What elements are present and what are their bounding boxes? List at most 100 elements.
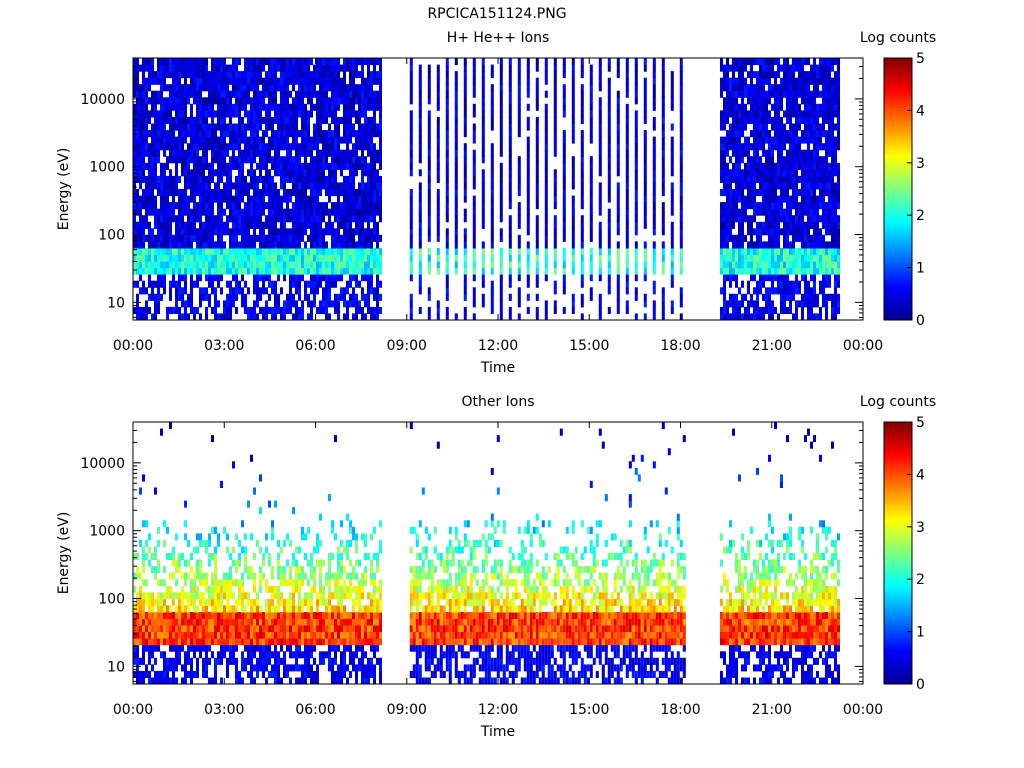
heatmap-cell [607, 280, 611, 288]
heatmap-cell [295, 274, 298, 282]
heatmap-cell [235, 123, 238, 131]
heatmap-cell [199, 123, 202, 131]
heatmap-cell [361, 64, 364, 72]
heatmap-cell [807, 293, 810, 301]
heatmap-cell [481, 84, 485, 92]
heatmap-cell [765, 300, 768, 308]
heatmap-cell [232, 103, 235, 111]
heatmap-cell [807, 306, 810, 314]
heatmap-cell [777, 280, 780, 288]
heatmap-cell [367, 123, 370, 131]
heatmap-cell [370, 143, 373, 151]
heatmap-cell [331, 254, 334, 262]
heatmap-cell [145, 254, 148, 262]
heatmap-cell [151, 267, 154, 275]
heatmap-cell [196, 110, 199, 118]
heatmap-cell [765, 293, 768, 301]
heatmap-cell [181, 202, 184, 210]
heatmap-cell [798, 175, 801, 183]
heatmap-cell [744, 234, 747, 242]
heatmap-cell [172, 71, 175, 79]
heatmap-cell [259, 58, 262, 66]
heatmap-cell [322, 261, 325, 269]
heatmap-cell [661, 306, 665, 314]
heatmap-cell [316, 254, 319, 262]
heatmap-cell [598, 103, 602, 111]
heatmap-cell [205, 228, 208, 236]
heatmap-cell [789, 64, 792, 72]
heatmap-cell [795, 280, 798, 288]
heatmap-cell [277, 169, 280, 177]
heatmap-cell [777, 175, 780, 183]
heatmap-cell [427, 189, 431, 197]
heatmap-cell [589, 254, 593, 262]
heatmap-cell [783, 77, 786, 85]
heatmap-cell [553, 267, 557, 275]
heatmap-cell [768, 234, 771, 242]
heatmap-cell [373, 110, 376, 118]
heatmap-cell [732, 110, 735, 118]
heatmap-cell [256, 215, 259, 223]
heatmap-cell [454, 97, 458, 105]
heatmap-cell [768, 202, 771, 210]
heatmap-cell [133, 234, 136, 242]
heatmap-cell [352, 162, 355, 170]
heatmap-cell [190, 274, 193, 282]
heatmap-cell [726, 182, 729, 190]
heatmap-cell [232, 208, 235, 216]
heatmap-cell [801, 71, 804, 79]
heatmap-cell [589, 267, 593, 275]
heatmap-cell [238, 221, 241, 229]
heatmap-cell [181, 208, 184, 216]
heatmap-cell [652, 169, 656, 177]
heatmap-cell [789, 77, 792, 85]
heatmap-cell [256, 208, 259, 216]
heatmap-cell [319, 300, 322, 308]
heatmap-cell [804, 202, 807, 210]
heatmap-cell [670, 162, 674, 170]
heatmap-cell [738, 103, 741, 111]
heatmap-cell [193, 123, 196, 131]
heatmap-cell [481, 267, 485, 275]
heatmap-cell [142, 221, 145, 229]
heatmap-cell [352, 202, 355, 210]
heatmap-cell [508, 228, 512, 236]
heatmap-cell [274, 116, 277, 124]
heatmap-cell [616, 169, 620, 177]
heatmap-cell [634, 247, 638, 255]
heatmap-cell [280, 130, 283, 138]
heatmap-cell [355, 71, 358, 79]
heatmap-cell [625, 64, 629, 72]
heatmap-cell [813, 261, 816, 269]
heatmap-cell [307, 143, 310, 151]
heatmap-cell [795, 306, 798, 314]
heatmap-cell [771, 208, 774, 216]
heatmap-cell [163, 228, 166, 236]
heatmap-cell [643, 156, 647, 164]
heatmap-cell [289, 215, 292, 223]
heatmap-cell [322, 228, 325, 236]
heatmap-cell [253, 97, 256, 105]
heatmap-cell [217, 77, 220, 85]
heatmap-cell [154, 293, 157, 301]
heatmap-cell [747, 58, 750, 66]
heatmap-cell [286, 234, 289, 242]
heatmap-cell [271, 182, 274, 190]
heatmap-cell [352, 313, 355, 321]
heatmap-cell [747, 254, 750, 262]
heatmap-cell [454, 156, 458, 164]
heatmap-cell [607, 221, 611, 229]
heatmap-cell [652, 241, 656, 249]
heatmap-cell [319, 228, 322, 236]
heatmap-cell [187, 221, 190, 229]
heatmap-cell [379, 261, 382, 269]
heatmap-cell [376, 175, 379, 183]
heatmap-cell [783, 228, 786, 236]
heatmap-cell [367, 90, 370, 98]
heatmap-cell [193, 254, 196, 262]
heatmap-cell [226, 247, 229, 255]
heatmap-cell [307, 221, 310, 229]
heatmap-cell [526, 162, 530, 170]
heatmap-cell [169, 149, 172, 157]
heatmap-cell [607, 156, 611, 164]
